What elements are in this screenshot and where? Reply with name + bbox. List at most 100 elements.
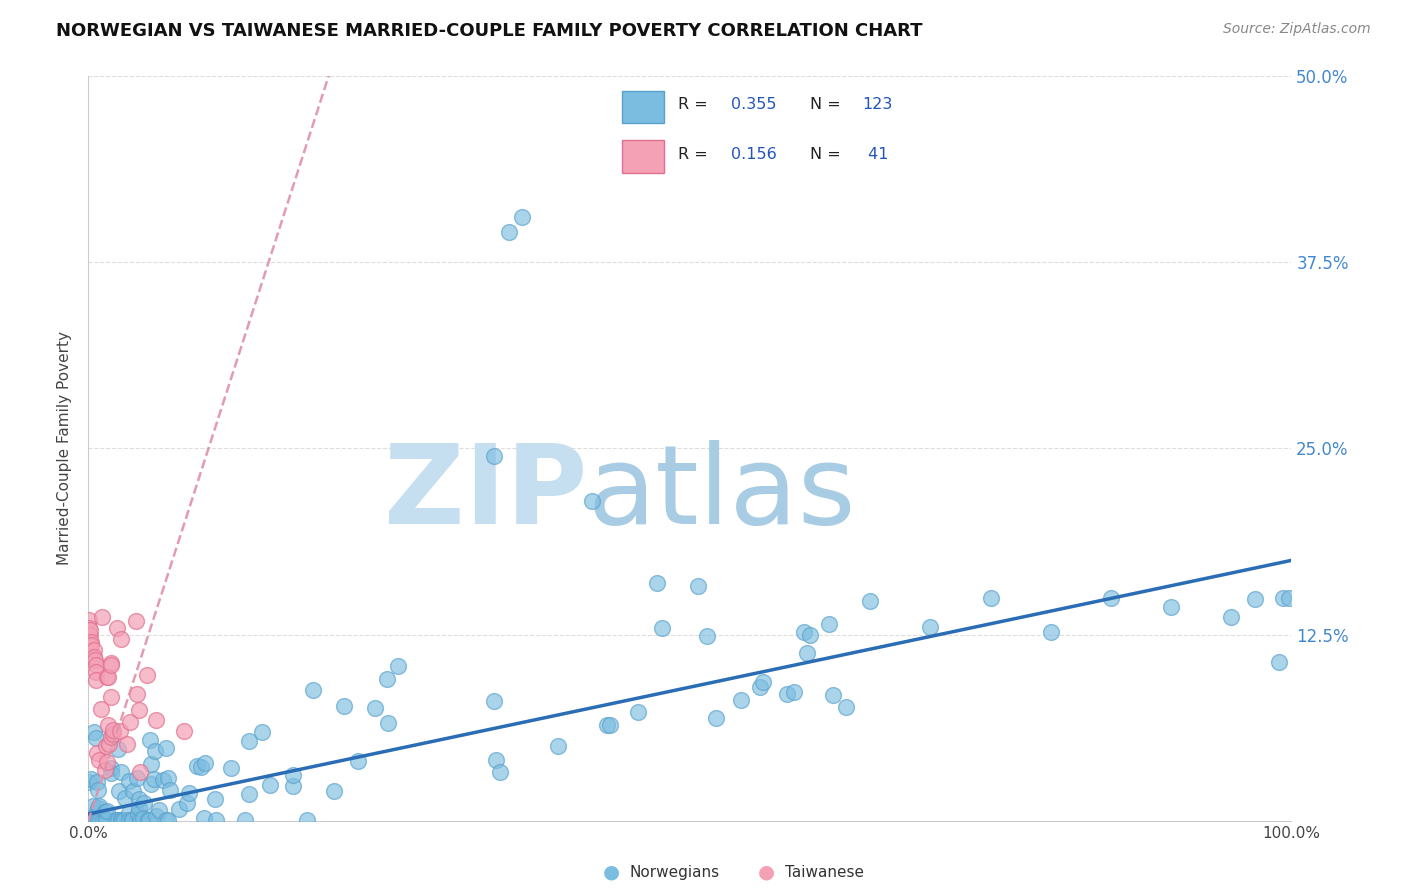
Point: [100, 656, 122, 670]
Point: [138, 813, 160, 827]
Point: [920, 620, 942, 634]
Point: [91, 813, 114, 827]
Point: [489, 765, 512, 780]
Point: [112, 813, 135, 827]
Point: [79, 620, 101, 634]
Point: [139, 777, 162, 791]
Point: [596, 718, 619, 732]
Point: [581, 493, 603, 508]
Point: [103, 727, 125, 741]
Point: [97, 669, 120, 683]
Point: [793, 624, 815, 639]
Point: [79, 628, 101, 642]
Point: [204, 791, 226, 805]
Point: [83, 650, 105, 665]
Point: [94, 805, 117, 819]
Point: [859, 594, 882, 608]
Point: [105, 813, 128, 827]
Point: [96, 813, 118, 827]
Point: [89, 799, 111, 814]
Point: [128, 801, 150, 815]
Point: [139, 733, 162, 747]
Point: [1278, 591, 1301, 605]
Point: [323, 784, 346, 798]
Point: [190, 759, 212, 773]
Point: [193, 811, 215, 825]
Point: [835, 700, 858, 714]
Point: [599, 718, 621, 732]
Point: [157, 771, 180, 785]
Point: [152, 772, 174, 787]
Point: [375, 673, 398, 687]
Point: [796, 646, 818, 660]
Text: 0.355: 0.355: [731, 97, 776, 112]
Point: [1099, 591, 1122, 605]
Text: N =: N =: [810, 146, 846, 161]
Point: [177, 787, 200, 801]
Point: [118, 813, 141, 827]
Point: [79, 624, 101, 638]
Point: [510, 211, 533, 225]
Point: [696, 629, 718, 643]
Point: [86, 746, 108, 760]
Point: [485, 753, 508, 767]
Point: [79, 813, 101, 827]
Point: [238, 734, 260, 748]
Bar: [621, 140, 665, 173]
Point: [94, 739, 117, 753]
Point: [84, 731, 107, 745]
Point: [80, 639, 103, 653]
Point: [96, 813, 118, 827]
Point: [143, 772, 166, 787]
Point: [125, 615, 148, 629]
Point: [194, 756, 217, 770]
Text: R =: R =: [678, 97, 713, 112]
Point: [1220, 609, 1243, 624]
Point: [128, 792, 150, 806]
Point: [233, 813, 256, 827]
Point: [96, 756, 118, 770]
Point: [83, 643, 105, 657]
Point: [283, 768, 305, 782]
Text: ZIP: ZIP: [384, 440, 588, 547]
Point: [80, 635, 103, 649]
Point: [121, 813, 143, 827]
Point: [155, 813, 177, 827]
Point: [482, 694, 505, 708]
Point: [1268, 655, 1291, 669]
Point: [1271, 591, 1294, 605]
Point: [377, 715, 399, 730]
Point: [96, 805, 118, 819]
Point: [103, 723, 125, 738]
Point: [96, 670, 118, 684]
Point: [259, 778, 281, 792]
Point: [100, 730, 122, 744]
Point: [82, 799, 104, 814]
Point: [783, 685, 806, 699]
Point: [136, 813, 159, 827]
Bar: [621, 91, 665, 123]
Point: [704, 711, 727, 725]
Point: [86, 775, 108, 789]
Point: [157, 813, 180, 827]
Point: [139, 756, 162, 771]
Point: [90, 702, 112, 716]
Point: [100, 658, 122, 673]
Point: [143, 744, 166, 758]
Point: [498, 225, 520, 239]
Point: [333, 699, 356, 714]
Point: [84, 665, 107, 680]
Text: 0.156: 0.156: [731, 146, 776, 161]
Point: [131, 811, 153, 825]
Point: [186, 758, 208, 772]
Point: [117, 773, 139, 788]
Point: [821, 688, 844, 702]
Point: [651, 621, 673, 635]
Point: [105, 621, 128, 635]
Point: [799, 628, 821, 642]
Point: [89, 813, 111, 827]
Text: 123: 123: [863, 97, 893, 112]
Point: [295, 813, 318, 827]
Point: [100, 690, 122, 704]
Point: [301, 682, 323, 697]
